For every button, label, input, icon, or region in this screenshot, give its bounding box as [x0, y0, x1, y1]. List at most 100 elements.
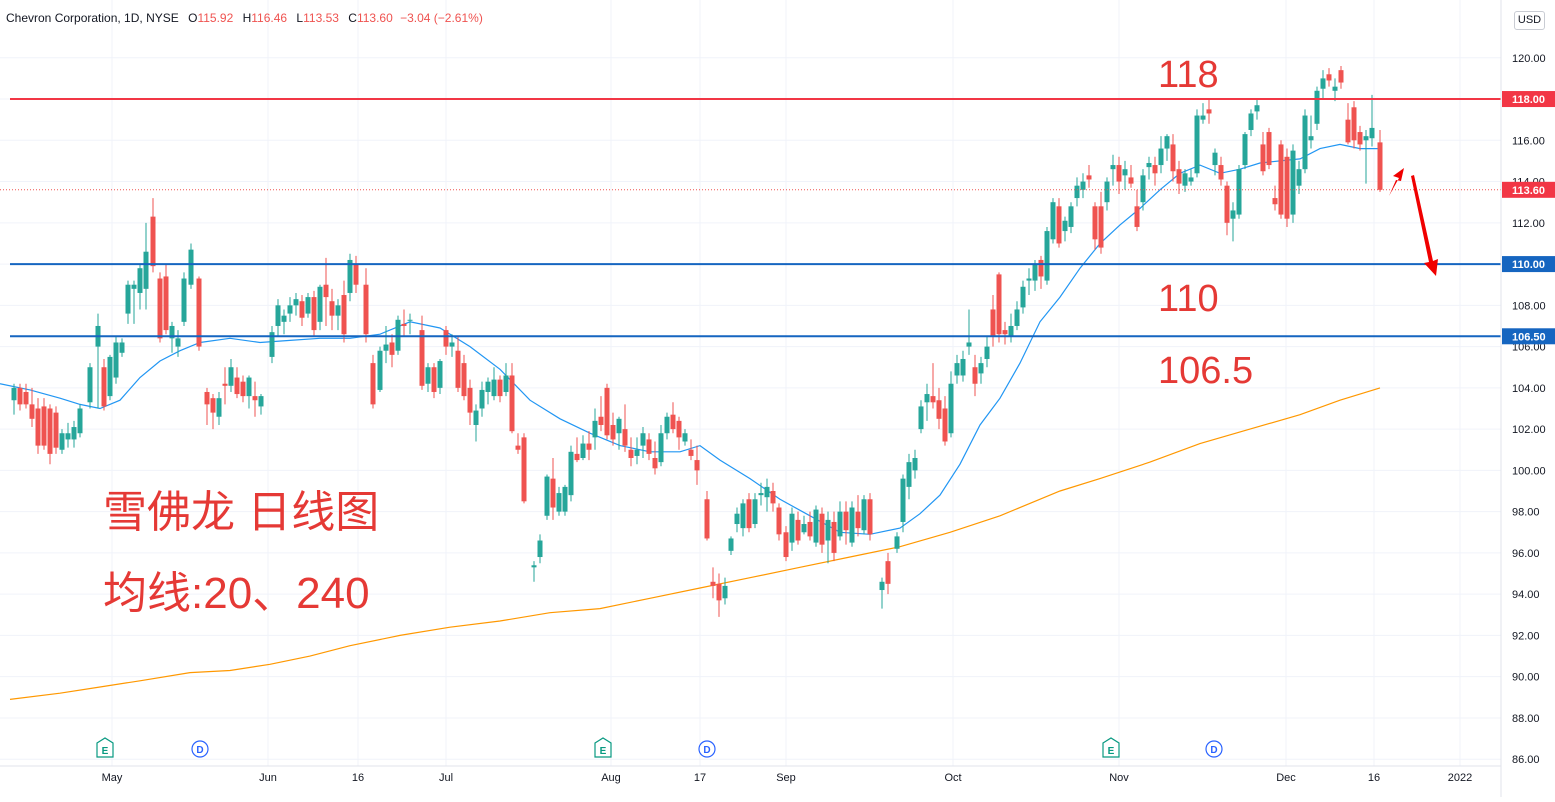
- price-badge-bg: [1502, 256, 1555, 273]
- candle: [119, 338, 125, 357]
- candle: [1248, 109, 1254, 137]
- candle: [1146, 156, 1152, 180]
- candle-body: [222, 383, 228, 386]
- symbol-title[interactable]: Chevron Corporation, 1D, NYSE: [6, 11, 179, 25]
- candle: [640, 427, 646, 459]
- candle-body: [1008, 325, 1014, 337]
- candle: [716, 573, 722, 617]
- candle: [948, 371, 954, 438]
- candle: [1369, 94, 1375, 147]
- candle: [188, 243, 194, 289]
- candle-body: [966, 342, 972, 347]
- candle: [305, 292, 311, 318]
- candle-body: [598, 416, 604, 425]
- candle: [395, 315, 401, 355]
- candle-body: [658, 433, 664, 463]
- candle-body: [323, 284, 329, 298]
- candle-body: [789, 513, 795, 543]
- candle-body: [622, 429, 628, 446]
- dividend-marker[interactable]: D: [698, 740, 716, 758]
- candle-body: [918, 406, 924, 430]
- candle-body: [240, 381, 246, 397]
- candle-body: [17, 387, 23, 405]
- candle: [107, 354, 113, 401]
- candle: [906, 453, 912, 500]
- candle: [17, 383, 23, 411]
- candle-body: [29, 404, 35, 419]
- candle: [1266, 127, 1272, 170]
- candle-body: [1290, 150, 1296, 215]
- candle: [972, 354, 978, 397]
- candle: [1314, 86, 1320, 130]
- candle: [1014, 301, 1020, 331]
- candle-body: [807, 521, 813, 537]
- candle: [407, 313, 413, 335]
- candle-body: [861, 499, 867, 531]
- candle-body: [287, 305, 293, 314]
- candle: [228, 358, 234, 392]
- candle-body: [1338, 70, 1344, 83]
- candle: [1176, 160, 1182, 194]
- candle-body: [885, 561, 891, 584]
- candle-body: [831, 521, 837, 553]
- candle-body: [335, 305, 341, 316]
- close-value: 113.60: [356, 11, 393, 25]
- candle-body: [562, 486, 568, 512]
- candle: [1290, 144, 1296, 223]
- candle-body: [71, 427, 77, 440]
- candle: [580, 435, 586, 461]
- candle-body: [688, 449, 694, 456]
- candle-body: [377, 350, 383, 390]
- price-tick-label: 94.00: [1512, 589, 1540, 601]
- candle-body: [1236, 169, 1242, 215]
- candle-body: [906, 462, 912, 487]
- candle: [455, 336, 461, 392]
- candle: [41, 398, 47, 450]
- dividend-marker[interactable]: D: [191, 740, 209, 758]
- time-tick-label: 17: [694, 772, 706, 784]
- candle: [646, 433, 652, 461]
- candle-body: [592, 420, 598, 438]
- candle-body: [837, 511, 843, 537]
- dividend-marker[interactable]: D: [1205, 740, 1223, 758]
- candle: [616, 416, 622, 450]
- candle-body: [1062, 220, 1068, 232]
- candle: [23, 383, 29, 409]
- candle: [47, 404, 53, 465]
- candle-body: [65, 433, 71, 440]
- price-badge-bg: [1502, 91, 1555, 108]
- candle-body: [137, 268, 143, 293]
- candle: [758, 482, 764, 506]
- ma240-line: [9, 387, 1381, 700]
- candle-body: [1200, 115, 1206, 120]
- candle-body: [924, 394, 930, 403]
- candle: [746, 493, 752, 533]
- candle-body: [616, 418, 622, 434]
- candle: [1152, 156, 1158, 186]
- candle-body: [437, 361, 443, 388]
- earnings-marker[interactable]: E: [96, 737, 114, 758]
- candle: [1044, 226, 1050, 285]
- candle: [783, 526, 789, 562]
- candle: [1170, 134, 1176, 182]
- candle: [281, 309, 287, 335]
- price-tick-label: 108.00: [1512, 300, 1546, 312]
- candle: [722, 577, 728, 605]
- candle-body: [1326, 74, 1332, 81]
- candle: [1062, 216, 1068, 242]
- candle-body: [849, 507, 855, 543]
- currency-button[interactable]: USD: [1514, 11, 1545, 30]
- candle: [592, 408, 598, 450]
- earnings-marker[interactable]: E: [1102, 737, 1120, 758]
- earnings-marker[interactable]: E: [594, 737, 612, 758]
- candle: [894, 532, 900, 553]
- candle: [1194, 109, 1200, 178]
- price-badge-label: 110.00: [1512, 259, 1545, 271]
- candle-body: [169, 325, 175, 339]
- low-value: 113.53: [303, 11, 339, 25]
- candle: [29, 387, 35, 428]
- candle: [996, 272, 1002, 343]
- candle: [966, 309, 972, 355]
